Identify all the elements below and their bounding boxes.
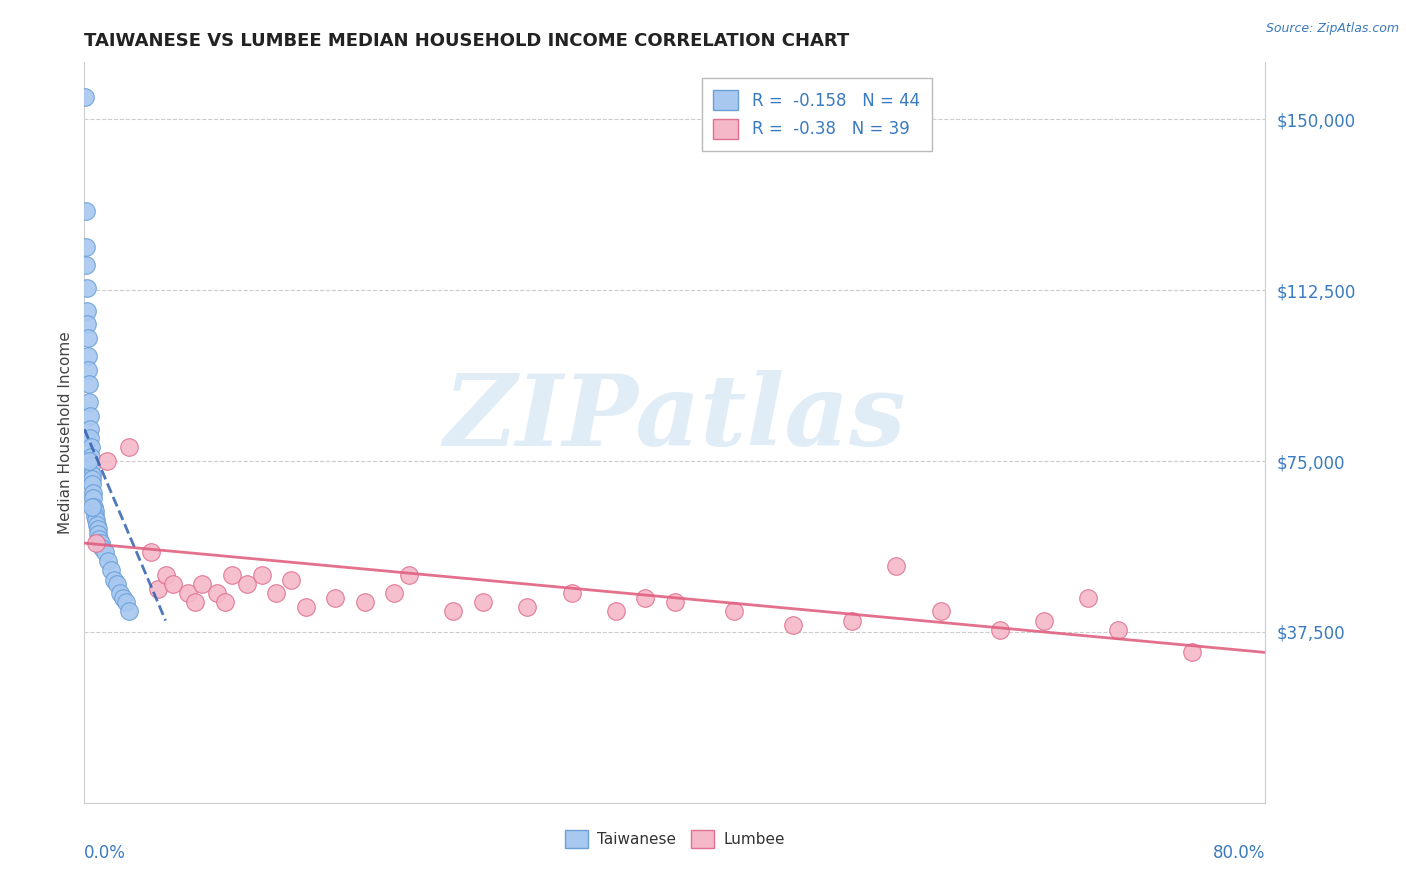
Point (325, 591, 347, 605)
Text: ZIPatlas: ZIPatlas (444, 369, 905, 466)
Point (782, 618, 804, 632)
Point (79, 422, 101, 436)
Point (139, 545, 162, 559)
Point (96, 454, 118, 468)
Point (84, 508, 107, 523)
Point (83, 504, 105, 518)
Point (79, 441, 101, 455)
Point (86, 517, 108, 532)
Point (605, 604, 627, 618)
Point (1181, 645, 1204, 659)
Point (250, 568, 273, 582)
Point (384, 586, 406, 600)
Point (80, 467, 103, 482)
Point (82, 500, 104, 514)
Point (87, 527, 110, 541)
Point (75, 258, 97, 272)
Point (91, 541, 114, 555)
Point (90, 536, 112, 550)
Point (79, 409, 101, 423)
Point (1033, 614, 1056, 628)
Point (76, 331, 98, 345)
Point (82, 486, 104, 500)
Text: Source: ZipAtlas.com: Source: ZipAtlas.com (1265, 22, 1399, 36)
Y-axis label: Median Household Income: Median Household Income (58, 331, 73, 534)
Point (77, 349, 100, 363)
Point (148, 582, 170, 596)
Point (561, 586, 583, 600)
Point (82, 476, 104, 491)
Legend: Taiwanese, Lumbee: Taiwanese, Lumbee (558, 823, 792, 855)
Point (398, 568, 420, 582)
Point (83, 500, 105, 514)
Point (76, 281, 98, 295)
Point (77, 454, 100, 468)
Point (236, 577, 259, 591)
Point (988, 623, 1011, 637)
Point (841, 614, 863, 628)
Point (118, 441, 141, 455)
Point (94, 545, 117, 559)
Point (100, 564, 122, 578)
Point (295, 599, 318, 614)
Point (75, 89, 97, 103)
Point (80, 450, 103, 464)
Point (723, 604, 745, 618)
Point (162, 577, 184, 591)
Point (177, 586, 200, 600)
Point (207, 586, 229, 600)
Point (114, 595, 136, 609)
Point (75, 203, 97, 218)
Point (155, 568, 177, 582)
Text: TAIWANESE VS LUMBEE MEDIAN HOUSEHOLD INCOME CORRELATION CHART: TAIWANESE VS LUMBEE MEDIAN HOUSEHOLD INC… (84, 32, 849, 50)
Point (111, 591, 134, 605)
Point (97, 554, 120, 568)
Text: 80.0%: 80.0% (1213, 844, 1265, 862)
Point (77, 376, 100, 391)
Point (77, 363, 100, 377)
Point (76, 303, 98, 318)
Point (184, 595, 207, 609)
Point (266, 586, 288, 600)
Point (80, 458, 103, 473)
Point (886, 558, 908, 573)
Point (118, 604, 141, 618)
Point (443, 604, 465, 618)
Point (84, 513, 107, 527)
Point (103, 573, 125, 587)
Point (472, 595, 495, 609)
Point (214, 595, 236, 609)
Point (79, 431, 101, 445)
Point (221, 568, 243, 582)
Point (108, 586, 131, 600)
Point (82, 491, 104, 505)
Point (634, 591, 657, 605)
Point (929, 604, 952, 618)
Point (1077, 591, 1099, 605)
Point (84, 536, 107, 550)
Point (105, 577, 128, 591)
Point (80, 472, 103, 486)
Point (354, 595, 377, 609)
Point (87, 532, 111, 546)
Point (75, 240, 97, 254)
Point (664, 595, 686, 609)
Point (1107, 623, 1129, 637)
Point (516, 599, 538, 614)
Point (191, 577, 214, 591)
Point (77, 395, 100, 409)
Text: 0.0%: 0.0% (84, 844, 127, 862)
Point (280, 573, 302, 587)
Point (76, 318, 98, 332)
Point (86, 523, 108, 537)
